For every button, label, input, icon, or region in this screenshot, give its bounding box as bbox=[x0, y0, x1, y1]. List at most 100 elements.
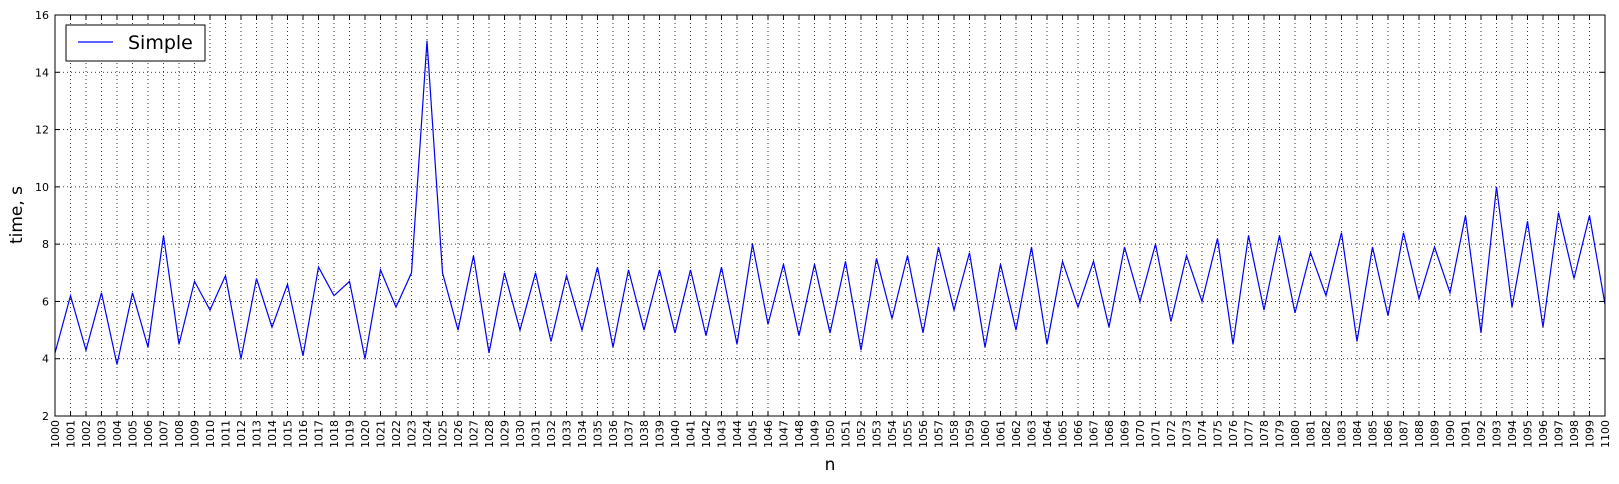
x-axis-label: n bbox=[825, 455, 836, 475]
grid-lines bbox=[55, 15, 1605, 416]
x-tick-label: 1090 bbox=[1444, 420, 1457, 448]
legend-label-simple: Simple bbox=[128, 32, 193, 54]
x-tick-label: 1024 bbox=[421, 420, 434, 448]
x-tick-label: 1039 bbox=[654, 420, 667, 448]
x-tick-label: 1041 bbox=[685, 420, 698, 448]
x-tick-label: 1082 bbox=[1320, 420, 1333, 448]
x-tick-label: 1091 bbox=[1460, 420, 1473, 448]
x-tick-label: 1055 bbox=[902, 420, 915, 448]
x-tick-label: 1020 bbox=[359, 420, 372, 448]
x-tick-label: 1087 bbox=[1398, 420, 1411, 448]
x-tick-label: 1019 bbox=[344, 420, 357, 448]
legend-box bbox=[65, 24, 206, 62]
x-tick-label: 1017 bbox=[313, 420, 326, 448]
x-tick-label: 1026 bbox=[452, 420, 465, 448]
x-tick-label: 1022 bbox=[390, 420, 403, 448]
x-tick-label: 1085 bbox=[1367, 420, 1380, 448]
x-tick-label: 1074 bbox=[1196, 420, 1209, 448]
y-tick-label: 16 bbox=[35, 9, 49, 22]
x-tick-label: 1084 bbox=[1351, 420, 1364, 448]
x-tick-label: 1018 bbox=[328, 420, 341, 448]
x-tick-label: 1073 bbox=[1181, 420, 1194, 448]
x-tick-label: 1046 bbox=[762, 420, 775, 448]
x-tick-label: 1045 bbox=[747, 420, 760, 448]
x-tick-label: 1029 bbox=[499, 420, 512, 448]
x-tick-label: 1011 bbox=[220, 420, 233, 448]
x-tick-label: 1012 bbox=[235, 420, 248, 448]
x-tick-label: 1065 bbox=[1057, 420, 1070, 448]
x-tick-labels: 1000 1001 1002 1003 1004 1005 1006 1007 1008 1009… bbox=[49, 420, 1612, 448]
y-tick-label: 8 bbox=[42, 238, 49, 251]
x-tick-label: 1004 bbox=[111, 420, 124, 448]
x-tick-label: 1079 bbox=[1274, 420, 1287, 448]
x-tick-label: 1010 bbox=[204, 420, 217, 448]
x-tick-label: 1051 bbox=[840, 420, 853, 448]
x-tick-label: 1049 bbox=[809, 420, 822, 448]
x-tick-label: 1068 bbox=[1103, 420, 1116, 448]
x-tick-label: 1030 bbox=[514, 420, 527, 448]
x-tick-label: 1008 bbox=[173, 420, 186, 448]
x-tick-label: 1042 bbox=[700, 420, 713, 448]
x-tick-label: 1060 bbox=[979, 420, 992, 448]
x-tick-label: 1025 bbox=[437, 420, 450, 448]
x-tick-label: 1027 bbox=[468, 420, 481, 448]
y-tick-label: 2 bbox=[42, 410, 49, 423]
x-tick-label: 1031 bbox=[530, 420, 543, 448]
x-tick-label: 1056 bbox=[917, 420, 930, 448]
x-tick-label: 1067 bbox=[1088, 420, 1101, 448]
y-tick-label: 12 bbox=[35, 124, 49, 137]
x-tick-label: 1064 bbox=[1041, 420, 1054, 448]
x-tick-label: 1054 bbox=[886, 420, 899, 448]
x-tick-label: 1044 bbox=[731, 420, 744, 448]
x-tick-label: 1023 bbox=[406, 420, 419, 448]
legend: Simple bbox=[65, 24, 206, 62]
x-tick-label: 1052 bbox=[855, 420, 868, 448]
x-tick-label: 1092 bbox=[1475, 420, 1488, 448]
x-tick-label: 1021 bbox=[375, 420, 388, 448]
x-tick-label: 1057 bbox=[933, 420, 946, 448]
series-line-simple bbox=[54, 40, 1606, 365]
x-tick-label: 1050 bbox=[824, 420, 837, 448]
x-tick-label: 1095 bbox=[1522, 420, 1535, 448]
x-tick-label: 1086 bbox=[1382, 420, 1395, 448]
x-tick-label: 1009 bbox=[189, 420, 202, 448]
x-tick-label: 1077 bbox=[1243, 420, 1256, 448]
x-tick-label: 1016 bbox=[297, 420, 310, 448]
x-tick-label: 1078 bbox=[1258, 420, 1271, 448]
x-tick-label: 1002 bbox=[80, 420, 93, 448]
x-tick-label: 1001 bbox=[65, 420, 78, 448]
x-tick-label: 1005 bbox=[127, 420, 140, 448]
x-tick-label: 1066 bbox=[1072, 420, 1085, 448]
x-tick-label: 1059 bbox=[964, 420, 977, 448]
x-tick-label: 1037 bbox=[623, 420, 636, 448]
y-tick-label: 4 bbox=[42, 353, 49, 366]
x-tick-label: 1028 bbox=[483, 420, 496, 448]
axis-ticks bbox=[54, 14, 1606, 417]
x-tick-label: 1070 bbox=[1134, 420, 1147, 448]
x-tick-label: 1058 bbox=[948, 420, 961, 448]
x-tick-label: 1032 bbox=[545, 420, 558, 448]
x-tick-label: 1076 bbox=[1227, 420, 1240, 448]
x-tick-label: 1072 bbox=[1165, 420, 1178, 448]
x-tick-label: 1093 bbox=[1491, 420, 1504, 448]
x-tick-label: 1096 bbox=[1537, 420, 1550, 448]
x-tick-label: 1043 bbox=[716, 420, 729, 448]
x-tick-label: 1069 bbox=[1119, 420, 1132, 448]
x-tick-label: 1061 bbox=[995, 420, 1008, 448]
x-tick-label: 1088 bbox=[1413, 420, 1426, 448]
x-tick-label: 1094 bbox=[1506, 420, 1519, 448]
y-tick-label: 6 bbox=[42, 295, 49, 308]
x-tick-label: 1014 bbox=[266, 420, 279, 448]
x-tick-label: 1081 bbox=[1305, 420, 1318, 448]
x-tick-label: 1035 bbox=[592, 420, 605, 448]
x-tick-label: 1097 bbox=[1553, 420, 1566, 448]
x-tick-label: 1013 bbox=[251, 420, 264, 448]
x-tick-label: 1036 bbox=[607, 420, 620, 448]
x-tick-label: 1089 bbox=[1429, 420, 1442, 448]
x-tick-label: 1071 bbox=[1150, 420, 1163, 448]
x-tick-label: 1075 bbox=[1212, 420, 1225, 448]
x-tick-label: 1007 bbox=[158, 420, 171, 448]
x-tick-label: 1048 bbox=[793, 420, 806, 448]
x-tick-label: 1038 bbox=[638, 420, 651, 448]
